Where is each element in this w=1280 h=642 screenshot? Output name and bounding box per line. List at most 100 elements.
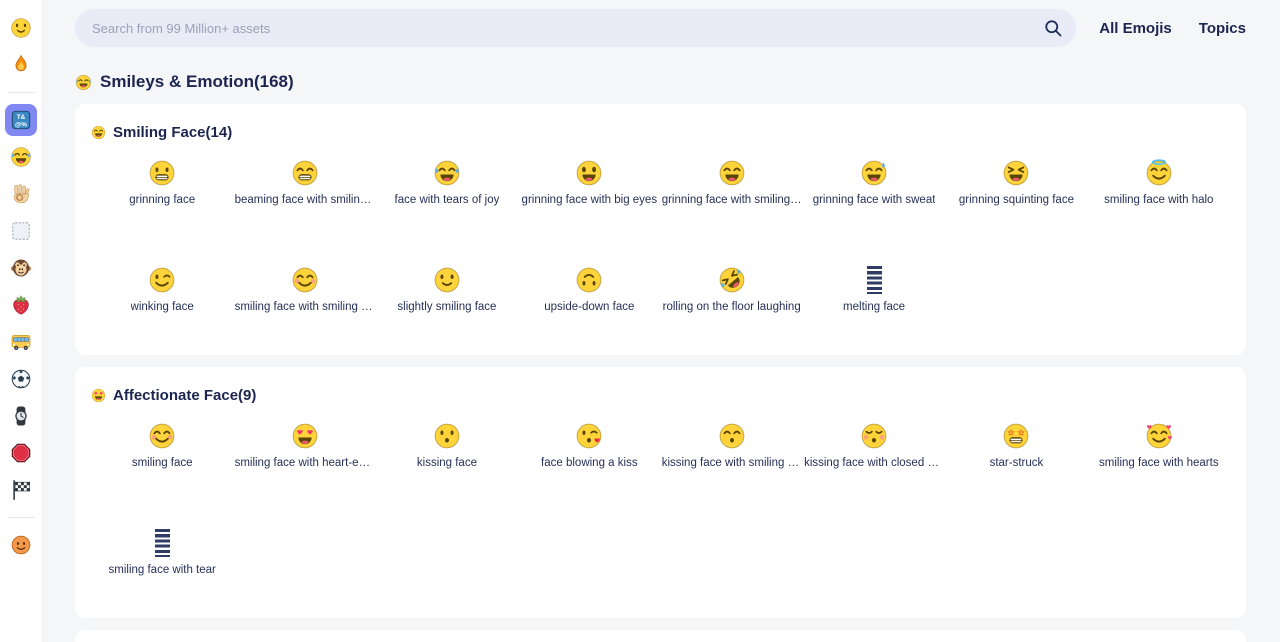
emoji-cell[interactable]: kissing face with smiling eyes [661, 422, 803, 471]
emoji-glyph [1145, 422, 1173, 450]
emoji-glyph [860, 422, 888, 450]
emoji-grid-row: smiling face with tear [91, 529, 1230, 618]
stop-sign-icon [10, 442, 32, 464]
section-emoji-icon [91, 388, 106, 403]
emoji-label: grinning squinting face [959, 194, 1074, 208]
emoji-cell[interactable]: star-struck [945, 422, 1087, 471]
emoji-cell[interactable]: face blowing a kiss [518, 422, 660, 471]
emoji-glyph [148, 422, 176, 450]
search-icon[interactable] [1043, 18, 1063, 38]
emoji-cell[interactable]: grinning face [91, 159, 233, 208]
emoji-cell[interactable]: melting face [803, 266, 945, 315]
search-bar [75, 9, 1076, 47]
emoji-glyph [433, 266, 461, 294]
sidebar-divider [8, 517, 35, 518]
emoji-label: smiling face with heart-eyes [235, 457, 375, 471]
sidebar-item-monkey-face[interactable] [5, 252, 37, 284]
sidebar-item-face-with-tears-of-joy[interactable] [5, 141, 37, 173]
emoji-glyph [433, 159, 461, 187]
emoji-cell[interactable]: smiling face with hearts [1088, 422, 1230, 471]
emoji-cell[interactable]: rolling on the floor laughing [661, 266, 803, 315]
white-square-icon [10, 220, 32, 242]
nav-topics[interactable]: Topics [1199, 20, 1246, 37]
soccer-ball-icon [10, 368, 32, 390]
emoji-glyph [575, 159, 603, 187]
emoji-cell[interactable]: beaming face with smiling eyes [233, 159, 375, 208]
emoji-glyph [860, 159, 888, 187]
face-with-tears-of-joy-icon [10, 146, 32, 168]
page-title-text: Smileys & Emotion(168) [100, 72, 294, 92]
emoji-label: smiling face with halo [1104, 194, 1213, 208]
main-content: All Emojis Topics Smileys & Emotion(168)… [43, 0, 1280, 642]
emoji-label: smiling face with smiling eyes [235, 301, 375, 315]
strawberry-icon [10, 294, 32, 316]
emoji-cell[interactable]: grinning face with sweat [803, 159, 945, 208]
section-title: Smiling Face(14) [113, 124, 232, 141]
emoji-grid-row: smiling face smiling face with heart-eyes… [91, 422, 1230, 511]
emoji-label: grinning face with big eyes [522, 194, 658, 208]
emoji-cell[interactable]: grinning face with big eyes [518, 159, 660, 208]
emoji-grid-row: winking facesmiling face with smiling ey… [91, 266, 1230, 355]
sidebar-item-stop-sign[interactable] [5, 437, 37, 469]
sidebar-item-orange-face[interactable] [5, 529, 37, 561]
emoji-label: beaming face with smiling eyes [235, 194, 375, 208]
emoji-cell[interactable]: smiling face [91, 422, 233, 471]
emoji-glyph [1002, 422, 1030, 450]
sidebar-item-slightly-smiling-face[interactable] [5, 12, 37, 44]
sidebar-item-soccer-ball[interactable] [5, 363, 37, 395]
sidebar-item-strawberry[interactable] [5, 289, 37, 321]
emoji-cell[interactable]: face with tears of joy [376, 159, 518, 208]
svg-text:T&: T& [17, 114, 26, 121]
chequered-flag-icon [10, 479, 32, 501]
emoji-label: star-struck [990, 457, 1044, 471]
emoji-cell[interactable]: grinning face with smiling eyes [661, 159, 803, 208]
emoji-cell[interactable]: kissing face [376, 422, 518, 471]
emoji-label: upside-down face [544, 301, 634, 315]
section-title: Affectionate Face(9) [113, 387, 256, 404]
emoji-cell[interactable]: smiling face with tear [91, 529, 233, 578]
nav-all-emojis[interactable]: All Emojis [1099, 20, 1172, 37]
sidebar-item-input-symbols[interactable]: T&@% [5, 104, 37, 136]
emoji-label: slightly smiling face [397, 301, 496, 315]
emoji-label: face blowing a kiss [541, 457, 638, 471]
emoji-cell[interactable]: winking face [91, 266, 233, 315]
search-input[interactable] [90, 20, 1043, 37]
emoji-cell[interactable]: smiling face with heart-eyes [233, 422, 375, 471]
emoji-label: kissing face [417, 457, 477, 471]
emoji-label: smiling face with tear [109, 564, 216, 578]
emoji-glyph [718, 422, 746, 450]
emoji-glyph [433, 422, 461, 450]
emoji-cell[interactable]: smiling face with smiling eyes [233, 266, 375, 315]
bus-icon [10, 331, 32, 353]
emoji-label: melting face [843, 301, 905, 315]
section-header: Affectionate Face(9) [91, 386, 1230, 404]
page-title: Smileys & Emotion(168) [75, 72, 1246, 92]
emoji-cell[interactable]: slightly smiling face [376, 266, 518, 315]
section-card: Face with Tongue(6)face savoring foodfac… [75, 630, 1246, 642]
emoji-glyph [575, 422, 603, 450]
section-header: Smiling Face(14) [91, 123, 1230, 141]
sidebar-item-fire[interactable] [5, 49, 37, 81]
emoji-label: face with tears of joy [395, 194, 500, 208]
watch-icon [10, 405, 32, 427]
emoji-glyph [155, 529, 170, 557]
emoji-label: kissing face with smiling eyes [662, 457, 802, 471]
sidebar-item-white-square[interactable] [5, 215, 37, 247]
topbar: All Emojis Topics [75, 9, 1246, 47]
emoji-glyph [291, 266, 319, 294]
emoji-glyph [718, 159, 746, 187]
sidebar-divider [8, 92, 35, 93]
emoji-label: smiling face [132, 457, 193, 471]
orange-face-icon [10, 534, 32, 556]
emoji-cell[interactable]: smiling face with halo [1088, 159, 1230, 208]
sidebar-item-bus[interactable] [5, 326, 37, 358]
emoji-cell[interactable]: kissing face with closed eyes [803, 422, 945, 471]
emoji-cell[interactable]: grinning squinting face [945, 159, 1087, 208]
emoji-glyph [867, 266, 882, 294]
sidebar-item-watch[interactable] [5, 400, 37, 432]
sidebar-item-chequered-flag[interactable] [5, 474, 37, 506]
emoji-cell[interactable]: upside-down face [518, 266, 660, 315]
sidebar-item-ok-hand[interactable] [5, 178, 37, 210]
emoji-glyph [1145, 159, 1173, 187]
section-emoji-icon [91, 125, 106, 140]
